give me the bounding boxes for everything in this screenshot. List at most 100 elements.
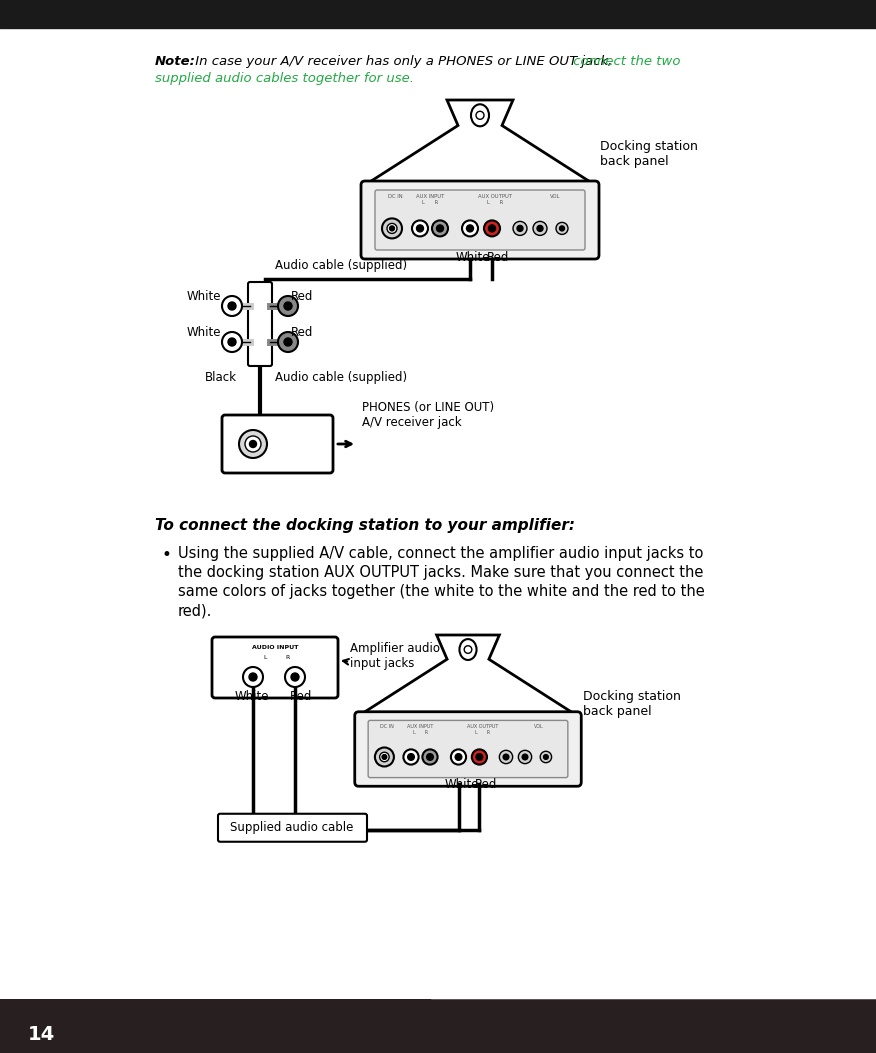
Circle shape	[484, 220, 500, 237]
FancyBboxPatch shape	[248, 282, 272, 366]
Text: Note:: Note:	[155, 55, 196, 68]
Circle shape	[537, 225, 543, 232]
Text: To connect the docking station to your amplifier:: To connect the docking station to your a…	[155, 518, 575, 533]
Text: White: White	[187, 290, 222, 303]
Polygon shape	[0, 0, 876, 28]
Circle shape	[540, 751, 552, 762]
Text: AUX INPUT: AUX INPUT	[416, 194, 444, 199]
Circle shape	[404, 750, 419, 764]
Circle shape	[462, 220, 478, 237]
Text: L: L	[263, 655, 266, 660]
Text: L      R: L R	[487, 200, 503, 205]
Circle shape	[472, 750, 487, 764]
Text: same colors of jacks together (the white to the white and the red to the: same colors of jacks together (the white…	[178, 584, 705, 599]
Circle shape	[427, 754, 434, 760]
Circle shape	[284, 338, 292, 346]
Text: connect the two: connect the two	[569, 55, 681, 68]
Circle shape	[412, 220, 428, 237]
Circle shape	[228, 302, 236, 310]
Ellipse shape	[459, 639, 477, 660]
Text: Red: Red	[291, 326, 314, 339]
Circle shape	[228, 338, 236, 346]
Circle shape	[522, 754, 528, 760]
Circle shape	[503, 754, 509, 760]
Circle shape	[222, 332, 242, 352]
Circle shape	[390, 226, 394, 231]
Ellipse shape	[471, 104, 489, 126]
Text: In case your A/V receiver has only a PHONES or LINE OUT jack,: In case your A/V receiver has only a PHO…	[191, 55, 612, 68]
Circle shape	[432, 220, 448, 237]
Text: Red: Red	[290, 690, 313, 703]
Circle shape	[543, 755, 548, 759]
Circle shape	[284, 302, 292, 310]
Circle shape	[278, 296, 298, 316]
Circle shape	[249, 673, 257, 681]
Text: Using the supplied A/V cable, connect the amplifier audio input jacks to: Using the supplied A/V cable, connect th…	[178, 547, 703, 561]
FancyBboxPatch shape	[368, 720, 568, 777]
Circle shape	[416, 225, 423, 232]
Text: VOL: VOL	[550, 194, 560, 199]
Text: Docking station
back panel: Docking station back panel	[583, 690, 681, 718]
Text: AUX OUTPUT: AUX OUTPUT	[478, 194, 512, 199]
Circle shape	[456, 754, 462, 760]
Circle shape	[519, 751, 532, 763]
Text: White: White	[187, 326, 222, 339]
Circle shape	[422, 750, 438, 764]
Circle shape	[489, 225, 496, 232]
Text: Supplied audio cable: Supplied audio cable	[230, 821, 354, 834]
Text: the docking station AUX OUTPUT jacks. Make sure that you connect the: the docking station AUX OUTPUT jacks. Ma…	[178, 565, 703, 580]
Circle shape	[245, 436, 261, 452]
Polygon shape	[0, 1000, 876, 1053]
Text: •: •	[162, 547, 172, 564]
Polygon shape	[365, 100, 595, 185]
Text: White: White	[235, 690, 270, 703]
Circle shape	[243, 667, 263, 687]
Text: Red: Red	[487, 251, 509, 264]
Text: DC IN: DC IN	[380, 724, 394, 729]
Circle shape	[387, 223, 397, 234]
Circle shape	[436, 225, 443, 232]
FancyBboxPatch shape	[218, 814, 367, 841]
Circle shape	[250, 440, 257, 448]
Text: Red: Red	[291, 290, 314, 303]
Circle shape	[407, 754, 414, 760]
Circle shape	[379, 752, 389, 761]
Circle shape	[382, 218, 402, 238]
Text: Red: Red	[475, 778, 497, 791]
Text: White: White	[456, 251, 491, 264]
Polygon shape	[359, 635, 577, 716]
FancyBboxPatch shape	[361, 181, 599, 259]
Text: red).: red).	[178, 603, 212, 618]
FancyBboxPatch shape	[355, 712, 582, 787]
Text: VOL: VOL	[534, 724, 544, 729]
Circle shape	[517, 225, 523, 232]
FancyBboxPatch shape	[212, 637, 338, 698]
Text: AUDIO INPUT: AUDIO INPUT	[251, 645, 298, 650]
Text: supplied audio cables together for use.: supplied audio cables together for use.	[155, 72, 414, 85]
Circle shape	[239, 430, 267, 458]
Text: Black: Black	[205, 371, 237, 384]
Circle shape	[375, 748, 394, 767]
Text: Amplifier audio
input jacks: Amplifier audio input jacks	[350, 642, 440, 670]
Circle shape	[451, 750, 466, 764]
Circle shape	[560, 226, 564, 231]
Circle shape	[222, 296, 242, 316]
Circle shape	[556, 222, 568, 235]
Circle shape	[278, 332, 298, 352]
Circle shape	[513, 221, 527, 236]
Text: L      R: L R	[422, 200, 438, 205]
Circle shape	[285, 667, 305, 687]
Text: 14: 14	[28, 1026, 55, 1045]
Text: DC IN: DC IN	[388, 194, 402, 199]
Circle shape	[291, 673, 299, 681]
Text: PHONES (or LINE OUT)
A/V receiver jack: PHONES (or LINE OUT) A/V receiver jack	[362, 401, 494, 429]
Circle shape	[499, 751, 512, 763]
Circle shape	[533, 221, 547, 236]
Circle shape	[382, 755, 387, 759]
FancyBboxPatch shape	[222, 415, 333, 473]
Text: White: White	[444, 778, 479, 791]
Circle shape	[464, 645, 472, 653]
Text: Audio cable (supplied): Audio cable (supplied)	[275, 259, 407, 272]
FancyBboxPatch shape	[375, 190, 585, 250]
Text: AUX INPUT: AUX INPUT	[407, 724, 434, 729]
